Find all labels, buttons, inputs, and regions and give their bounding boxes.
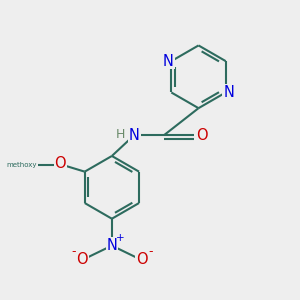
Text: O: O (196, 128, 208, 142)
Text: N: N (106, 238, 117, 253)
Text: N: N (163, 54, 174, 69)
Text: N: N (223, 85, 234, 100)
Text: O: O (54, 156, 66, 171)
Text: -: - (71, 245, 76, 258)
Text: N: N (129, 128, 140, 142)
Text: -: - (148, 245, 153, 258)
Text: methoxy: methoxy (6, 162, 37, 168)
Text: O: O (136, 252, 148, 267)
Text: O: O (76, 252, 88, 267)
Text: +: + (116, 233, 124, 243)
Text: H: H (115, 128, 124, 141)
